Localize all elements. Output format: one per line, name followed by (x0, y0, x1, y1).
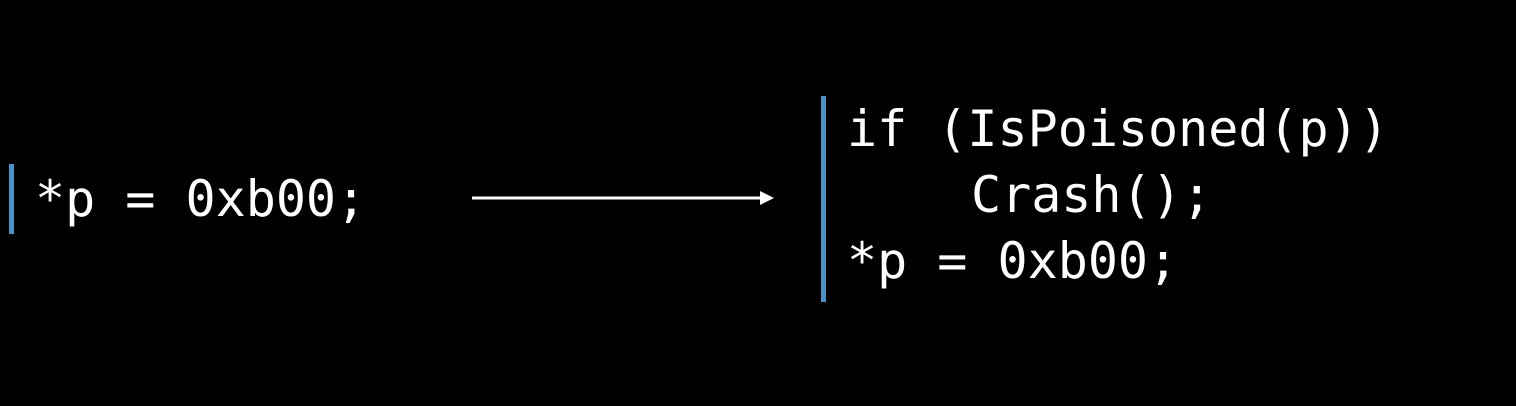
original-code-line: *p = 0xb00; (35, 170, 367, 228)
arrow-head (760, 191, 774, 205)
crash-call-line: Crash(); (971, 166, 1212, 224)
original-code-bar (9, 164, 14, 234)
original-code-block: *p = 0xb00; (9, 164, 366, 234)
right-arrow-icon (472, 191, 774, 205)
store-line: *p = 0xb00; (847, 232, 1179, 290)
instrumented-code-block: if (IsPoisoned(p)) Crash(); *p = 0xb00; (821, 96, 1389, 302)
instrumented-code-bar (821, 96, 826, 302)
poison-check-line: if (IsPoisoned(p)) (847, 100, 1389, 158)
